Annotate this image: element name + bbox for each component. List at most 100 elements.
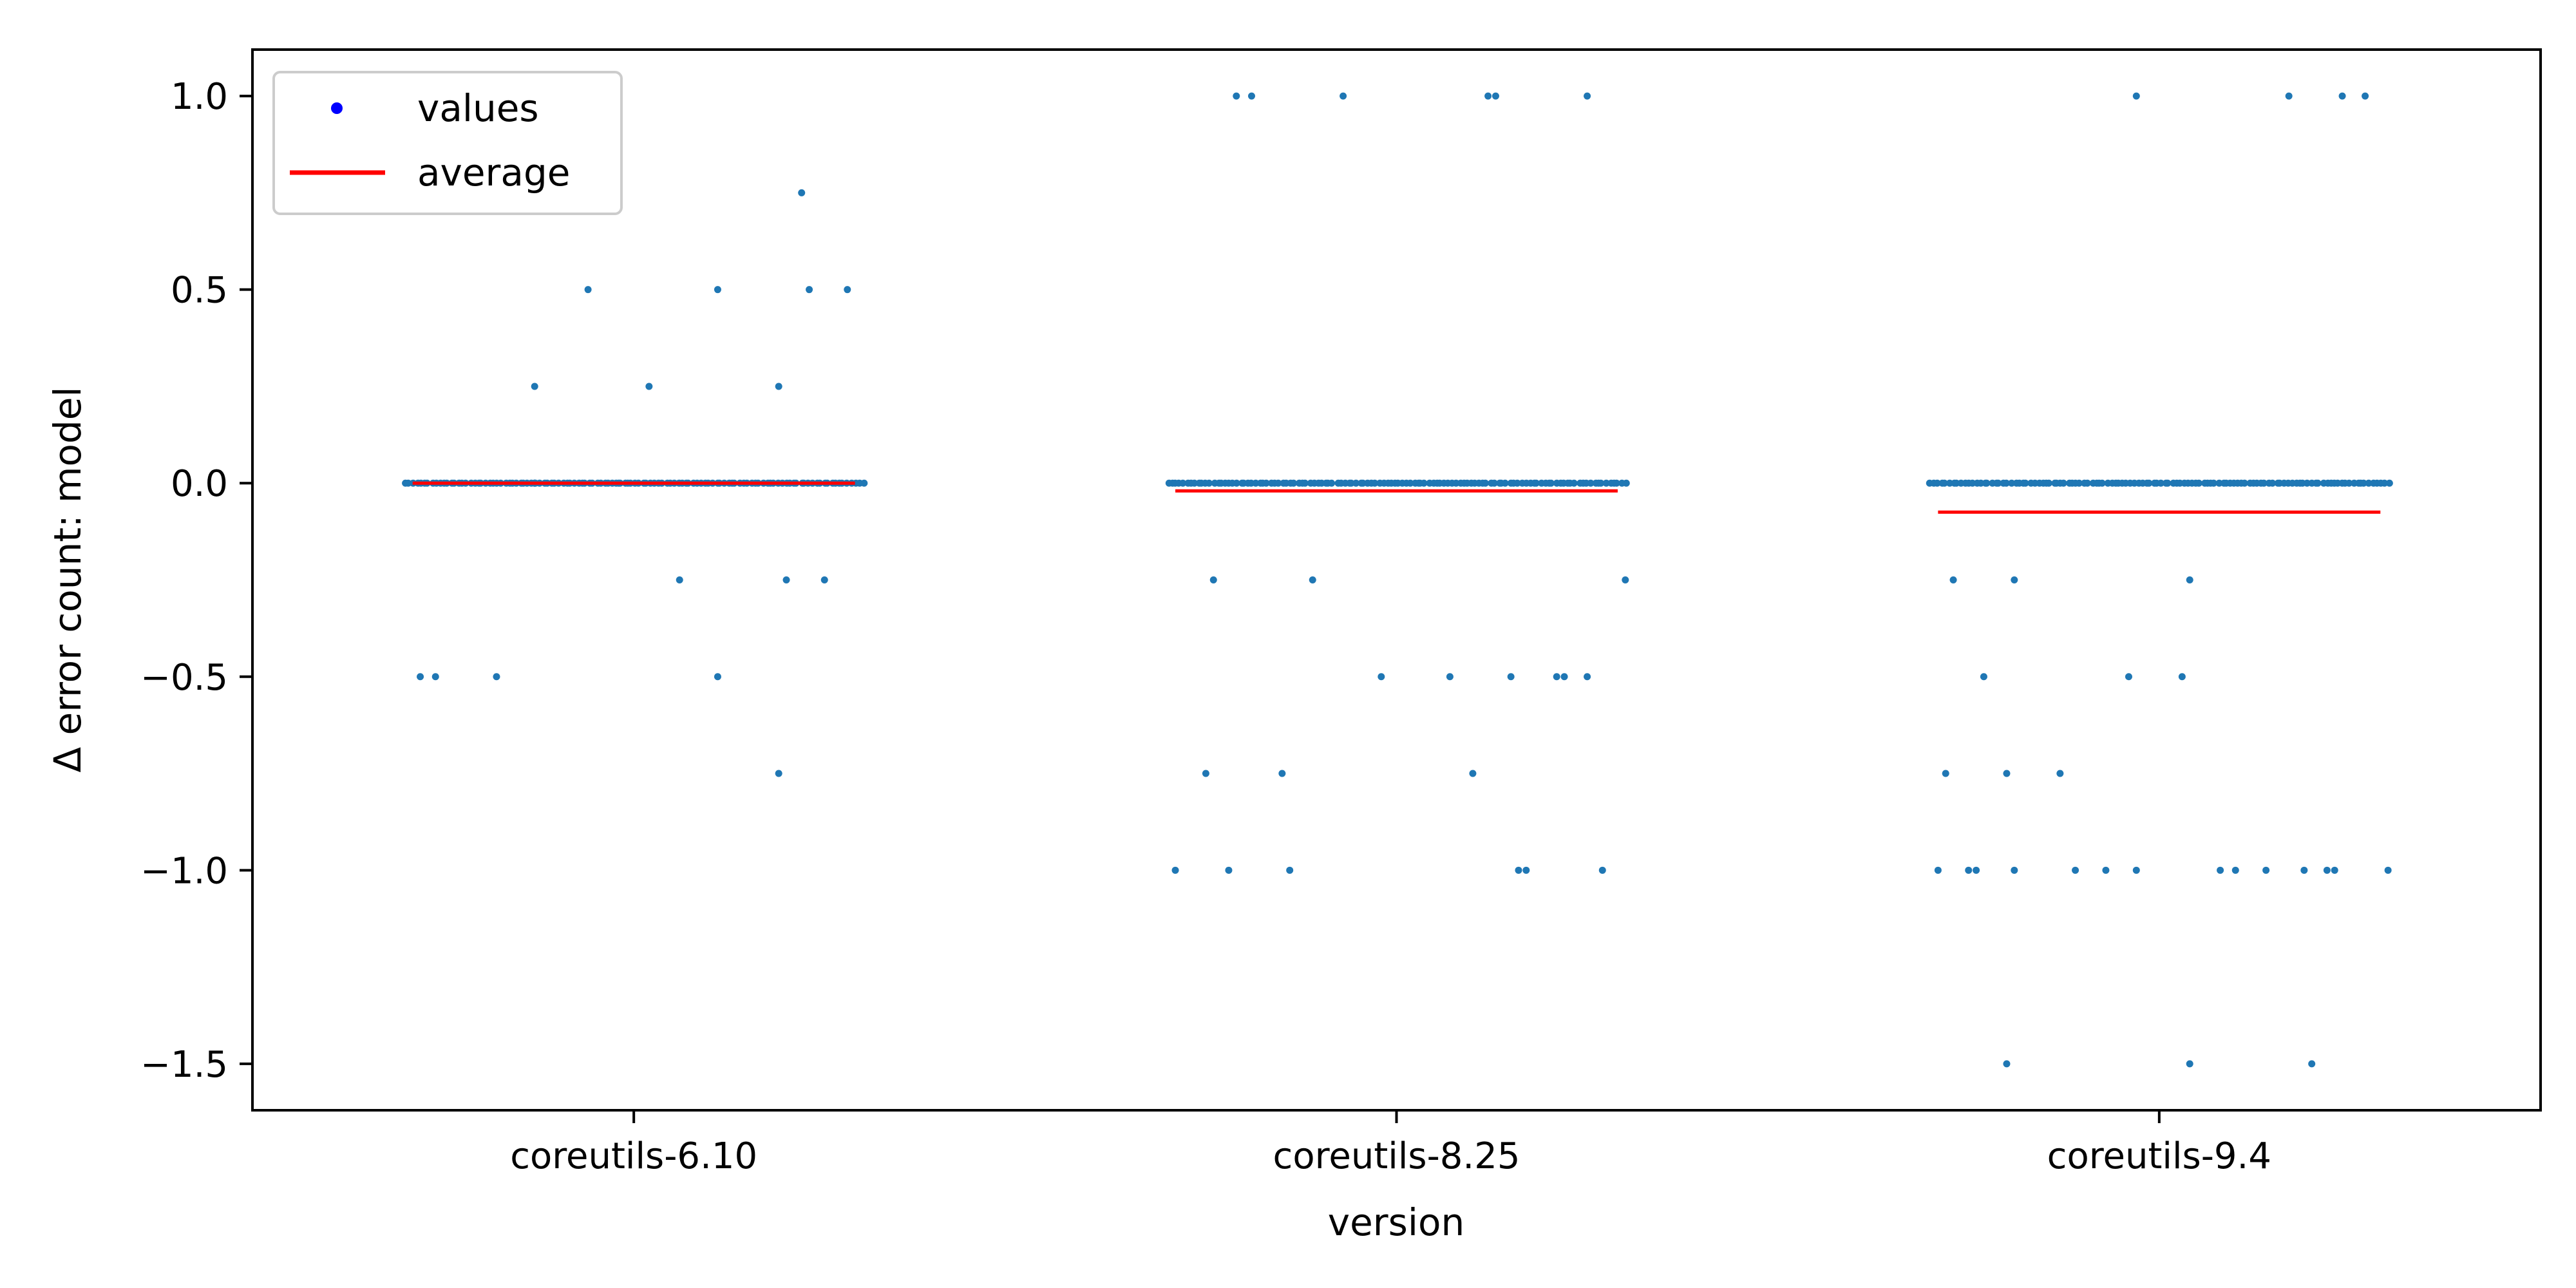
- data-point: [584, 286, 592, 294]
- data-point: [2056, 770, 2064, 777]
- x-tick-label: coreutils-8.25: [1273, 1135, 1520, 1177]
- data-point: [1191, 479, 1198, 487]
- data-point: [844, 286, 851, 294]
- data-point: [676, 576, 683, 583]
- data-point: [2231, 866, 2239, 874]
- data-point: [1622, 576, 1629, 583]
- data-point: [1209, 576, 1217, 583]
- data-point: [1469, 770, 1477, 777]
- data-point: [2102, 866, 2110, 874]
- data-point: [645, 383, 653, 390]
- x-axis: coreutils-6.10 coreutils-8.25 coreutils-9.…: [510, 1110, 2271, 1177]
- data-point: [798, 189, 806, 196]
- data-point: [1940, 479, 1948, 487]
- data-point: [1501, 479, 1509, 487]
- data-point: [1378, 673, 1385, 681]
- data-point: [2083, 479, 2091, 487]
- data-point: [2365, 479, 2372, 487]
- data-point: [2178, 673, 2186, 681]
- data-point: [1301, 479, 1309, 487]
- data-point: [2125, 673, 2132, 681]
- data-point: [2132, 92, 2140, 100]
- data-point: [714, 286, 721, 294]
- data-point: [1252, 479, 1260, 487]
- data-point: [2195, 479, 2202, 487]
- data-point: [782, 576, 790, 583]
- data-point: [1973, 866, 1980, 874]
- data-point: [1290, 479, 1298, 487]
- data-point: [775, 770, 782, 777]
- data-point: [2132, 866, 2140, 874]
- data-point: [2003, 1060, 2011, 1068]
- data-point: [1247, 92, 1255, 100]
- data-point: [1278, 770, 1286, 777]
- data-point: [1949, 576, 1957, 583]
- average-lines: [412, 481, 2381, 514]
- data-point: [2164, 479, 2172, 487]
- data-point: [2260, 479, 2268, 487]
- data-point: [1934, 866, 1942, 874]
- y-tick-label: 0.0: [171, 463, 228, 505]
- data-point: [2300, 866, 2308, 874]
- legend: values average: [272, 71, 623, 215]
- data-point: [1584, 673, 1591, 681]
- data-point: [1587, 479, 1595, 487]
- legend-average-label: average: [417, 151, 570, 194]
- legend-values-marker: [331, 102, 343, 114]
- data-point: [2075, 479, 2083, 487]
- data-point: [1933, 479, 1941, 487]
- data-point: [1622, 479, 1630, 487]
- data-point: [714, 673, 721, 681]
- data-point: [1597, 479, 1605, 487]
- data-point: [1171, 866, 1179, 874]
- data-point: [2269, 479, 2277, 487]
- data-point: [1553, 673, 1560, 681]
- data-point: [1233, 92, 1240, 100]
- data-point: [2022, 479, 2029, 487]
- data-point: [806, 286, 813, 294]
- data-point: [493, 673, 500, 681]
- data-point: [2003, 770, 2011, 777]
- data-point: [2240, 479, 2248, 487]
- data-point: [2157, 479, 2164, 487]
- data-point: [2381, 479, 2389, 487]
- data-point: [404, 479, 412, 487]
- data-point: [1980, 673, 1987, 681]
- data-point: [1492, 92, 1499, 100]
- data-point: [1507, 673, 1515, 681]
- data-point: [1420, 479, 1428, 487]
- data-point: [2262, 866, 2270, 874]
- data-point: [1202, 770, 1209, 777]
- data-point: [820, 576, 828, 583]
- data-point: [2186, 576, 2193, 583]
- data-point: [2210, 479, 2217, 487]
- data-point: [1570, 479, 1578, 487]
- y-axis-label: Δ error count: model: [46, 386, 90, 772]
- data-point: [2217, 866, 2224, 874]
- data-point: [1205, 479, 1213, 487]
- data-point: [2360, 479, 2367, 487]
- y-tick-label: 0.5: [171, 270, 228, 312]
- data-point: [2011, 866, 2018, 874]
- data-point: [1613, 479, 1620, 487]
- data-point: [417, 673, 424, 681]
- legend-box: [272, 71, 623, 215]
- data-point: [2002, 479, 2010, 487]
- data-point: [1548, 479, 1555, 487]
- y-tick-label: −1.0: [140, 850, 228, 892]
- data-point: [1328, 479, 1336, 487]
- data-point: [2011, 576, 2018, 583]
- data-point: [2331, 866, 2338, 874]
- data-point: [2384, 866, 2392, 874]
- data-point: [1513, 479, 1521, 487]
- data-point: [1262, 479, 1270, 487]
- data-point: [1233, 479, 1240, 487]
- data-point: [1560, 673, 1568, 681]
- y-tick-label: −1.5: [140, 1044, 228, 1086]
- data-point: [1515, 866, 1522, 874]
- data-point: [1532, 479, 1540, 487]
- data-point: [2362, 92, 2369, 100]
- data-point: [2145, 479, 2153, 487]
- data-point: [1965, 866, 1973, 874]
